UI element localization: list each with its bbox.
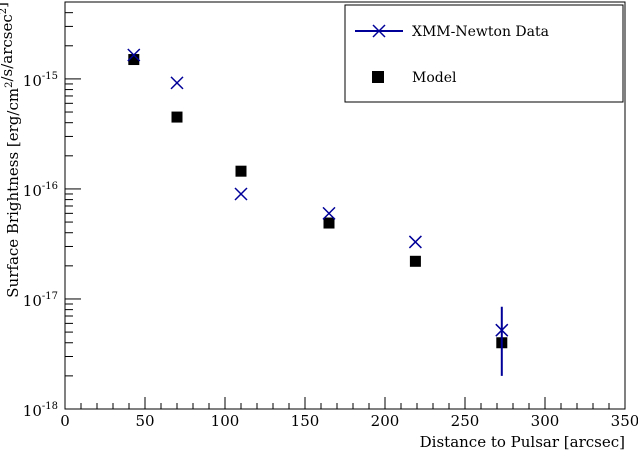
x-tick-label: 150 xyxy=(291,412,320,430)
x-tick-label: 200 xyxy=(371,412,400,430)
model-point xyxy=(323,217,335,229)
x-tick-label: 0 xyxy=(60,412,70,430)
legend-model-marker xyxy=(372,71,384,83)
data-point xyxy=(234,187,248,201)
data-point xyxy=(495,323,509,337)
y-tick-label: 10-16 xyxy=(23,181,58,200)
model-point xyxy=(171,111,183,123)
legend-data-marker xyxy=(372,24,386,38)
data-point xyxy=(170,76,184,90)
legend-model-label: Model xyxy=(412,70,457,86)
y-tick-label: 10-17 xyxy=(23,291,58,310)
y-axis-ticks: 10-18 10-17 10-16 10-15 xyxy=(23,12,81,420)
y-tick-label: 10-15 xyxy=(23,71,58,90)
model-point xyxy=(128,54,140,66)
x-tick-label: 300 xyxy=(531,412,560,430)
y-tick-label: 10-18 xyxy=(23,401,58,420)
x-tick-label: 100 xyxy=(211,412,240,430)
x-tick-label: 350 xyxy=(611,412,638,430)
x-tick-label: 250 xyxy=(451,412,480,430)
legend-box xyxy=(344,4,624,103)
data-point xyxy=(322,206,336,220)
data-point xyxy=(408,235,422,249)
x-axis-ticks: 0 50 100 150 200 250 300 350 xyxy=(60,397,638,430)
series-layer xyxy=(127,48,509,376)
model-point xyxy=(235,165,247,177)
data-point xyxy=(127,48,141,62)
x-tick-label: 50 xyxy=(135,412,154,430)
legend-data-label: XMM-Newton Data xyxy=(412,24,549,40)
y-axis-title: Surface Brightness [erg/cm2/s/arcsec2] xyxy=(0,2,22,298)
legend: XMM-Newton Data Model xyxy=(344,4,624,103)
model-point xyxy=(409,255,421,267)
x-axis-title: Distance to Pulsar [arcsec] xyxy=(420,433,625,451)
